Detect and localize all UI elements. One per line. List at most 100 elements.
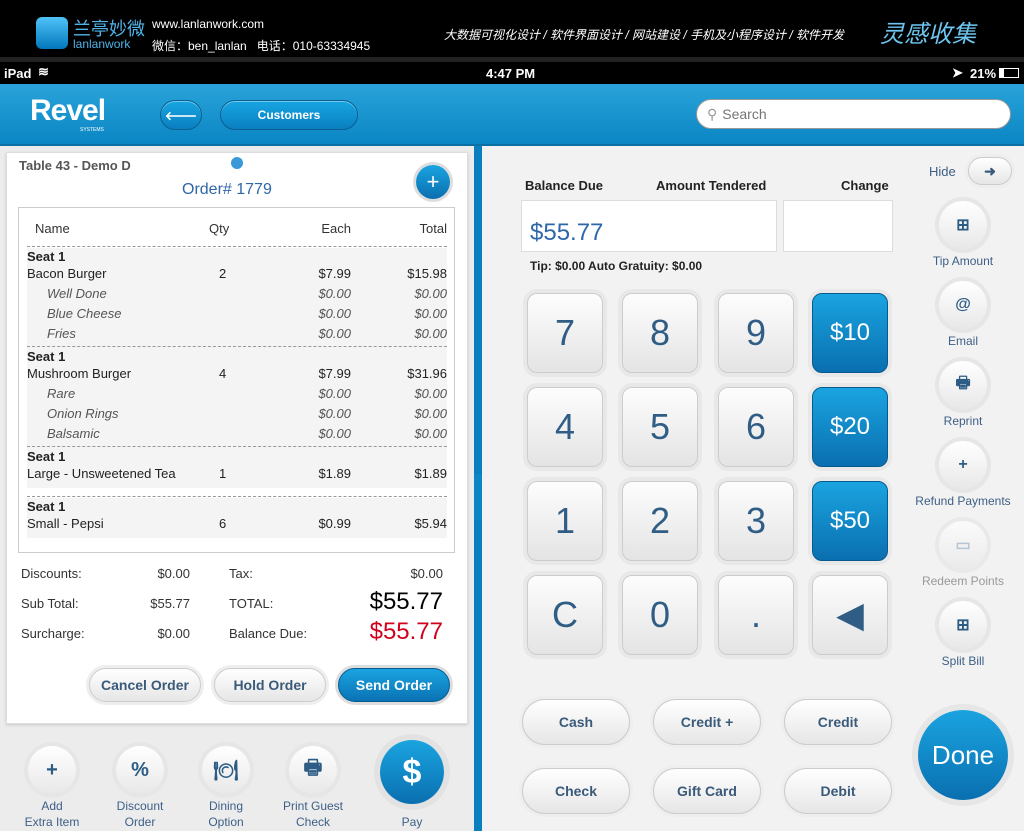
split-icon: ⊞ <box>956 617 970 634</box>
key-2[interactable]: 2 <box>622 481 698 561</box>
modifier-row[interactable]: Onion Rings $0.00 $0.00 <box>27 403 447 423</box>
seat-label: Seat 1 <box>27 496 447 516</box>
modifier-row[interactable]: Well Done $0.00 $0.00 <box>27 283 447 303</box>
quick-cash-50[interactable]: $50 <box>812 481 888 561</box>
payment-credit-[interactable]: Credit + <box>653 699 761 745</box>
key-1[interactable]: 1 <box>527 481 603 561</box>
hide-button[interactable]: ➜ <box>968 157 1012 185</box>
lanlanwork-logo-icon <box>36 17 68 49</box>
banner-url: www.lanlanwork.com <box>152 17 265 31</box>
seat-group <box>27 448 447 488</box>
arrow-left-icon: 🡐 <box>164 108 198 123</box>
send-order-button[interactable]: Send Order <box>338 668 450 702</box>
summary-surcharge-label: Surcharge: <box>21 626 85 641</box>
key-C[interactable]: C <box>527 575 603 655</box>
item-row[interactable]: Large - Unsweetened Tea 1 $1.89 $1.89 <box>27 463 447 483</box>
side-button-reprint[interactable]: 🖶 <box>939 361 987 409</box>
action-button-3[interactable]: 🖶 <box>289 746 337 794</box>
change-label: Change <box>841 178 889 193</box>
revel-logo-sub: SYSTEMS <box>80 127 104 133</box>
key-9[interactable]: 9 <box>718 293 794 373</box>
cell: $1.89 <box>414 466 447 481</box>
payment-credit[interactable]: Credit <box>784 699 892 745</box>
action-button-2[interactable]: 🍽 <box>202 746 250 794</box>
cell: 6 <box>219 516 227 531</box>
side-label: Reprint <box>943 414 983 428</box>
item-row[interactable]: Bacon Burger 2 $7.99 $15.98 <box>27 263 447 283</box>
cell: $0.00 <box>318 386 351 401</box>
summary-tax: $0.00 <box>410 566 443 581</box>
quick-cash-20[interactable]: $20 <box>812 387 888 467</box>
key-3[interactable]: 3 <box>718 481 794 561</box>
payment-gift-card[interactable]: Gift Card <box>653 768 761 814</box>
cell: Name <box>35 221 70 236</box>
quick-cash-10[interactable]: $10 <box>812 293 888 373</box>
payment-debit[interactable]: Debit <box>784 768 892 814</box>
summary-tax-label: Tax: <box>229 566 253 581</box>
payment-check[interactable]: Check <box>522 768 630 814</box>
hide-label: Hide <box>929 164 956 179</box>
cell: $0.99 <box>318 516 351 531</box>
modifier-row[interactable]: Rare $0.00 $0.00 <box>27 383 447 403</box>
seat-label: Seat 1 <box>27 446 447 466</box>
key-5[interactable]: 5 <box>622 387 698 467</box>
key-7[interactable]: 7 <box>527 293 603 373</box>
action-button-0[interactable]: + <box>28 746 76 794</box>
cell: Blue Cheese <box>47 306 122 321</box>
modifier-row[interactable]: Blue Cheese $0.00 $0.00 <box>27 303 447 323</box>
cancel-order-button[interactable]: Cancel Order <box>89 668 201 702</box>
device-name: iPad <box>4 66 32 81</box>
dining-icon: 🍽 <box>213 759 239 782</box>
cell: Bacon Burger <box>27 266 107 281</box>
side-button-refund-payments[interactable]: + <box>939 441 987 489</box>
banner-contact: 微信：ben_lanlan 电话：010-63334945 <box>152 39 371 53</box>
action-label: Extra Item <box>24 815 80 829</box>
order-ticket: Table 43 - Demo D Order# 1779 + Name Qty E… <box>6 152 468 724</box>
back-button[interactable]: 🡐 <box>160 100 202 130</box>
summary-total-label: TOTAL: <box>229 596 274 611</box>
summary-surcharge: $0.00 <box>157 626 190 641</box>
summary-discounts-label: Discounts: <box>21 566 82 581</box>
cell: $0.00 <box>414 306 447 321</box>
summary-balance: $55.77 <box>369 618 443 645</box>
cell: Onion Rings <box>47 406 119 421</box>
action-label: Option <box>208 815 244 829</box>
cell: Total <box>419 221 447 236</box>
cell: $0.00 <box>318 326 351 341</box>
modifier-row[interactable]: Fries $0.00 $0.00 <box>27 323 447 343</box>
key-.[interactable]: . <box>718 575 794 655</box>
backspace-key[interactable]: ◀ <box>812 575 888 655</box>
done-button[interactable]: Done <box>918 710 1008 800</box>
amount-tendered-label: Amount Tendered <box>656 178 767 193</box>
item-row[interactable]: Mushroom Burger 4 $7.99 $31.96 <box>27 363 447 383</box>
key-4[interactable]: 4 <box>527 387 603 467</box>
cell: Well Done <box>47 286 107 301</box>
seat-group <box>27 498 447 538</box>
key-8[interactable]: 8 <box>622 293 698 373</box>
search-input[interactable] <box>722 106 993 122</box>
side-button-email[interactable]: @ <box>939 281 987 329</box>
seat-divider <box>27 496 447 497</box>
add-item-button[interactable]: + <box>416 165 450 199</box>
item-row[interactable]: Small - Pepsi 6 $0.99 $5.94 <box>27 513 447 533</box>
location-icon: ➤ <box>952 65 963 80</box>
search-field[interactable]: ⚲ <box>696 99 1011 129</box>
payment-cash[interactable]: Cash <box>522 699 630 745</box>
side-button-split-bill[interactable]: ⊞ <box>939 601 987 649</box>
printer-icon: 🖶 <box>303 757 323 779</box>
action-button-1[interactable]: % <box>116 746 164 794</box>
tendered-field[interactable]: $55.77 <box>521 200 777 252</box>
action-label: Dining <box>208 799 244 813</box>
action-label: Order <box>124 815 156 829</box>
pay-button[interactable]: $ <box>380 740 444 804</box>
modifier-row[interactable]: Balsamic $0.00 $0.00 <box>27 423 447 443</box>
wifi-icon: ≋ <box>38 64 49 79</box>
key-6[interactable]: 6 <box>718 387 794 467</box>
side-button-redeem-points[interactable]: ▭ <box>939 521 987 569</box>
customers-button[interactable]: Customers <box>220 100 358 130</box>
hold-order-button[interactable]: Hold Order <box>214 668 326 702</box>
cell: $0.00 <box>414 386 447 401</box>
side-button-tip-amount[interactable]: ⊞ <box>939 201 987 249</box>
promo-banner: 兰亭妙微 lanlanwork www.lanlanwork.com 微信：be… <box>0 0 1024 57</box>
key-0[interactable]: 0 <box>622 575 698 655</box>
